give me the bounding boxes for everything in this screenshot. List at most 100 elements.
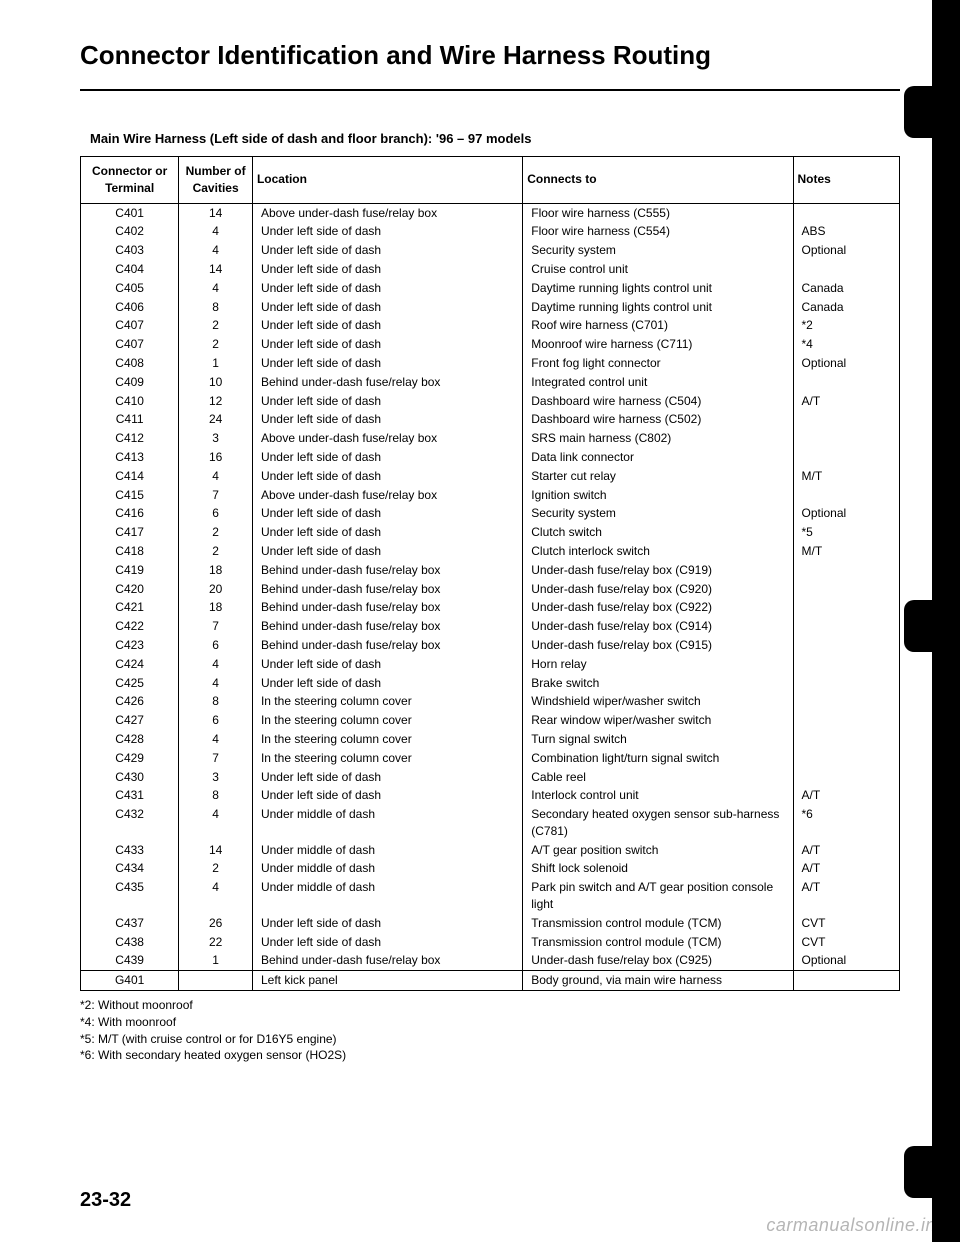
cell-notes bbox=[793, 749, 900, 768]
cell-cavities: 4 bbox=[179, 730, 253, 749]
table-row: C4268In the steering column coverWindshi… bbox=[81, 692, 900, 711]
cell-connects: Floor wire harness (C554) bbox=[523, 222, 793, 241]
table-row: C4072Under left side of dashMoonroof wir… bbox=[81, 335, 900, 354]
table-row: C43726Under left side of dashTransmissio… bbox=[81, 914, 900, 933]
cell-location: Behind under-dash fuse/relay box bbox=[252, 951, 522, 970]
cell-cavities: 2 bbox=[179, 859, 253, 878]
cell-cavities: 14 bbox=[179, 203, 253, 222]
cell-location: Behind under-dash fuse/relay box bbox=[252, 580, 522, 599]
cell-connector: C430 bbox=[81, 768, 179, 787]
cell-location: Under left side of dash bbox=[252, 786, 522, 805]
cell-cavities: 3 bbox=[179, 768, 253, 787]
cell-cavities: 1 bbox=[179, 354, 253, 373]
table-row: C42020Behind under-dash fuse/relay boxUn… bbox=[81, 580, 900, 599]
table-row: C4068Under left side of dashDaytime runn… bbox=[81, 298, 900, 317]
cell-notes bbox=[793, 711, 900, 730]
cell-connects: Starter cut relay bbox=[523, 467, 793, 486]
cell-location: Behind under-dash fuse/relay box bbox=[252, 636, 522, 655]
cell-cavities: 8 bbox=[179, 692, 253, 711]
table-row: C40414Under left side of dashCruise cont… bbox=[81, 260, 900, 279]
cell-connects: Windshield wiper/washer switch bbox=[523, 692, 793, 711]
cell-connector: C434 bbox=[81, 859, 179, 878]
table-row: C4318Under left side of dashInterlock co… bbox=[81, 786, 900, 805]
cell-notes: Canada bbox=[793, 298, 900, 317]
cell-connector: C422 bbox=[81, 617, 179, 636]
table-row: C4054Under left side of dashDaytime runn… bbox=[81, 279, 900, 298]
cell-connects: Transmission control module (TCM) bbox=[523, 933, 793, 952]
cell-cavities: 6 bbox=[179, 504, 253, 523]
cell-connects: Data link connector bbox=[523, 448, 793, 467]
cell-location: Under left side of dash bbox=[252, 655, 522, 674]
cell-location: Above under-dash fuse/relay box bbox=[252, 203, 522, 222]
cell-notes bbox=[793, 971, 900, 991]
table-row: C40910Behind under-dash fuse/relay boxIn… bbox=[81, 373, 900, 392]
cell-connects: Transmission control module (TCM) bbox=[523, 914, 793, 933]
th-connector: Connector or Terminal bbox=[81, 157, 179, 204]
cell-connector: C412 bbox=[81, 429, 179, 448]
cell-connects: Clutch switch bbox=[523, 523, 793, 542]
cell-location: Behind under-dash fuse/relay box bbox=[252, 373, 522, 392]
cell-connects: Combination light/turn signal switch bbox=[523, 749, 793, 768]
table-row: C4342Under middle of dashShift lock sole… bbox=[81, 859, 900, 878]
cell-connector: C416 bbox=[81, 504, 179, 523]
cell-location: Under left side of dash bbox=[252, 354, 522, 373]
cell-cavities bbox=[179, 971, 253, 991]
cell-notes: A/T bbox=[793, 392, 900, 411]
table-row: C4024Under left side of dashFloor wire h… bbox=[81, 222, 900, 241]
cell-location: Under middle of dash bbox=[252, 878, 522, 914]
cell-connects: Interlock control unit bbox=[523, 786, 793, 805]
cell-notes: Canada bbox=[793, 279, 900, 298]
connector-table: Connector or Terminal Number of Cavities… bbox=[80, 156, 900, 991]
cell-connector: C407 bbox=[81, 316, 179, 335]
cell-connector: C428 bbox=[81, 730, 179, 749]
table-row: C42118Behind under-dash fuse/relay boxUn… bbox=[81, 598, 900, 617]
cell-notes bbox=[793, 486, 900, 505]
table-row: C43822Under left side of dashTransmissio… bbox=[81, 933, 900, 952]
table-row: C4034Under left side of dashSecurity sys… bbox=[81, 241, 900, 260]
cell-cavities: 10 bbox=[179, 373, 253, 392]
cell-connects: Dashboard wire harness (C502) bbox=[523, 410, 793, 429]
cell-notes bbox=[793, 636, 900, 655]
cell-connector: C401 bbox=[81, 203, 179, 222]
table-row: C4297In the steering column coverCombina… bbox=[81, 749, 900, 768]
cell-location: Under left side of dash bbox=[252, 768, 522, 787]
cell-connector: C420 bbox=[81, 580, 179, 599]
cell-connector: C438 bbox=[81, 933, 179, 952]
cell-connector: C414 bbox=[81, 467, 179, 486]
cell-connects: Cruise control unit bbox=[523, 260, 793, 279]
cell-cavities: 22 bbox=[179, 933, 253, 952]
footnote-line: *2: Without moonroof bbox=[80, 997, 900, 1014]
cell-location: Under left side of dash bbox=[252, 448, 522, 467]
cell-cavities: 3 bbox=[179, 429, 253, 448]
cell-notes bbox=[793, 617, 900, 636]
cell-connector: C431 bbox=[81, 786, 179, 805]
cell-cavities: 4 bbox=[179, 467, 253, 486]
cell-notes bbox=[793, 561, 900, 580]
cell-location: Under left side of dash bbox=[252, 241, 522, 260]
cell-location: Under left side of dash bbox=[252, 523, 522, 542]
cell-cavities: 4 bbox=[179, 655, 253, 674]
cell-connects: Under-dash fuse/relay box (C915) bbox=[523, 636, 793, 655]
cell-connector: C437 bbox=[81, 914, 179, 933]
cell-location: Under left side of dash bbox=[252, 316, 522, 335]
cell-cavities: 18 bbox=[179, 561, 253, 580]
cell-location: In the steering column cover bbox=[252, 749, 522, 768]
cell-connects: Moonroof wire harness (C711) bbox=[523, 335, 793, 354]
cell-cavities: 8 bbox=[179, 786, 253, 805]
cell-cavities: 26 bbox=[179, 914, 253, 933]
cell-location: Above under-dash fuse/relay box bbox=[252, 486, 522, 505]
cell-cavities: 7 bbox=[179, 486, 253, 505]
table-row: C4244Under left side of dashHorn relay bbox=[81, 655, 900, 674]
cell-connects: Ignition switch bbox=[523, 486, 793, 505]
cell-connector: C405 bbox=[81, 279, 179, 298]
cell-cavities: 2 bbox=[179, 542, 253, 561]
cell-notes bbox=[793, 768, 900, 787]
cell-connector: C413 bbox=[81, 448, 179, 467]
cell-notes bbox=[793, 598, 900, 617]
cell-notes: *4 bbox=[793, 335, 900, 354]
cell-location: Under left side of dash bbox=[252, 914, 522, 933]
cell-connector: C402 bbox=[81, 222, 179, 241]
cell-connects: A/T gear position switch bbox=[523, 841, 793, 860]
cell-location: Under left side of dash bbox=[252, 410, 522, 429]
cell-connector: C415 bbox=[81, 486, 179, 505]
